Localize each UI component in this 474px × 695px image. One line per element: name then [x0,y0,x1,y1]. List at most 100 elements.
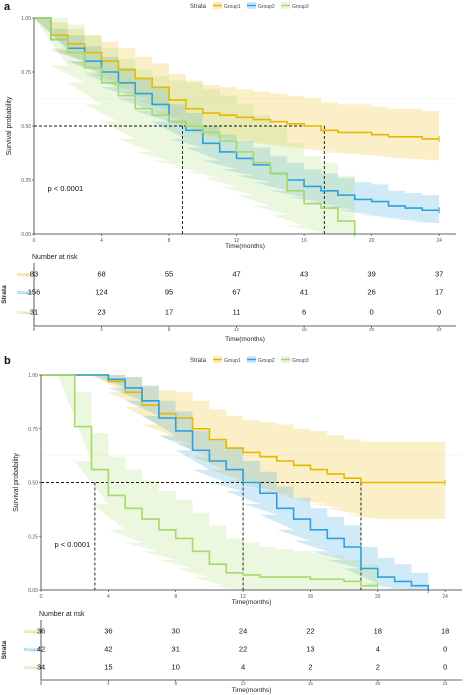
risk-x-tick-label: 0 [40,681,43,686]
x-tick-label: 20 [369,238,375,244]
risk-value: 31 [172,645,180,654]
risk-row-label-group3: Group3 [17,310,33,315]
y-tick-label: 0.00 [21,232,31,238]
risk-table-title: Number at risk [32,254,78,261]
legend-entry-group1: Group1 [224,4,241,10]
risk-x-tick-label: 16 [308,681,314,686]
risk-value: 67 [232,288,240,297]
risk-value: 11 [233,308,241,317]
legend-entry-group1: Group1 [224,358,241,364]
risk-x-tick-label: 4 [107,681,110,686]
risk-value: 2 [376,663,380,672]
x-tick-label: 24 [436,238,442,244]
ci-band-group3 [41,375,378,590]
legend: Strata Group1 Group2 Group3 [190,356,309,364]
risk-row-label-group2: Group2 [24,647,40,652]
risk-value: 10 [172,663,180,672]
legend: Strata Group1 Group2 Group3 [190,2,309,10]
risk-value: 34 [37,663,45,672]
risk-value: 0 [443,663,447,672]
x-tick-label: 12 [240,594,246,600]
risk-value: 0 [443,645,447,654]
risk-value: 156 [28,288,41,297]
risk-value: 18 [441,627,449,636]
km-curve-group3 [34,17,356,234]
x-axis-title: Time(months) [232,599,272,606]
ci-band-group1 [41,375,446,520]
risk-value: 42 [104,645,112,654]
risk-value: 18 [374,627,382,636]
risk-value: 0 [437,308,441,317]
x-tick-label: 4 [107,594,110,600]
risk-value: 83 [30,270,38,279]
risk-x-tick-label: 12 [234,327,240,332]
ci-band-group1 [34,18,440,161]
risk-strata-title: Strata [1,640,8,659]
x-tick-label: 24 [442,594,448,600]
risk-value: 23 [97,308,105,317]
panel-label: b [4,355,11,367]
risk-value: 39 [367,270,375,279]
km-curve-group2 [41,374,430,590]
risk-value: 15 [104,663,112,672]
risk-value: 0 [370,308,374,317]
risk-x-tick-label: 20 [375,681,381,686]
risk-value: 13 [306,645,314,654]
risk-value: 36 [104,627,112,636]
risk-value: 6 [302,308,306,317]
risk-table-title: Number at risk [39,611,85,618]
y-tick-label: 1.00 [21,16,31,22]
x-tick-label: 12 [234,238,240,244]
risk-x-tick-label: 4 [100,327,103,332]
y-tick-label: 0.75 [21,70,31,76]
legend-entry-group3: Group3 [292,358,309,364]
risk-x-axis-title: Time(months) [225,336,265,343]
x-tick-label: 16 [308,594,314,600]
p-value-annotation: p < 0.0001 [54,540,90,549]
km-panel-b: b Strata Group1 Group2 Group3 0.00 0.25 0.50 0.7… [1,355,462,694]
risk-x-tick-label: 8 [168,327,171,332]
p-value-annotation: p < 0.0001 [48,184,84,193]
risk-value: 43 [300,270,308,279]
risk-value: 42 [37,645,45,654]
risk-value: 124 [95,288,108,297]
panel-label: a [4,1,11,13]
legend-entry-group2: Group2 [258,4,275,10]
x-tick-label: 8 [168,238,171,244]
y-tick-label: 0.75 [28,427,38,433]
risk-value: 36 [37,627,45,636]
y-tick-label: 0.25 [21,178,31,184]
risk-value: 55 [165,270,173,279]
risk-strata-title: Strata [1,285,8,304]
y-tick-label: 0.50 [28,481,38,487]
legend-entry-group2: Group2 [258,358,275,364]
y-tick-label: 0.50 [21,124,31,130]
risk-x-tick-label: 20 [369,327,375,332]
risk-value: 4 [376,645,380,654]
risk-row-label-group1: Group1 [17,272,33,277]
ci-band-group2 [41,375,429,590]
x-axis-title: Time(months) [225,243,265,250]
risk-value: 22 [306,627,314,636]
risk-x-tick-label: 8 [174,681,177,686]
x-tick-label: 0 [40,594,43,600]
risk-value: 4 [241,663,245,672]
legend-title: Strata [190,358,207,364]
risk-value: 30 [172,627,180,636]
risk-x-tick-label: 24 [443,681,449,686]
x-tick-label: 4 [100,238,103,244]
km-curve-group3 [41,374,378,587]
risk-value: 41 [300,288,308,297]
y-tick-label: 0.25 [28,534,38,540]
y-tick-label: 1.00 [28,373,38,379]
y-tick-label: 0.00 [28,588,38,594]
risk-x-tick-label: 16 [302,327,308,332]
risk-row-label-group1: Group1 [24,629,40,634]
risk-x-tick-label: 24 [437,327,443,332]
y-axis-title: Survival probability [13,453,20,512]
risk-value: 2 [308,663,312,672]
risk-x-tick-label: 12 [241,681,247,686]
risk-value: 68 [97,270,105,279]
